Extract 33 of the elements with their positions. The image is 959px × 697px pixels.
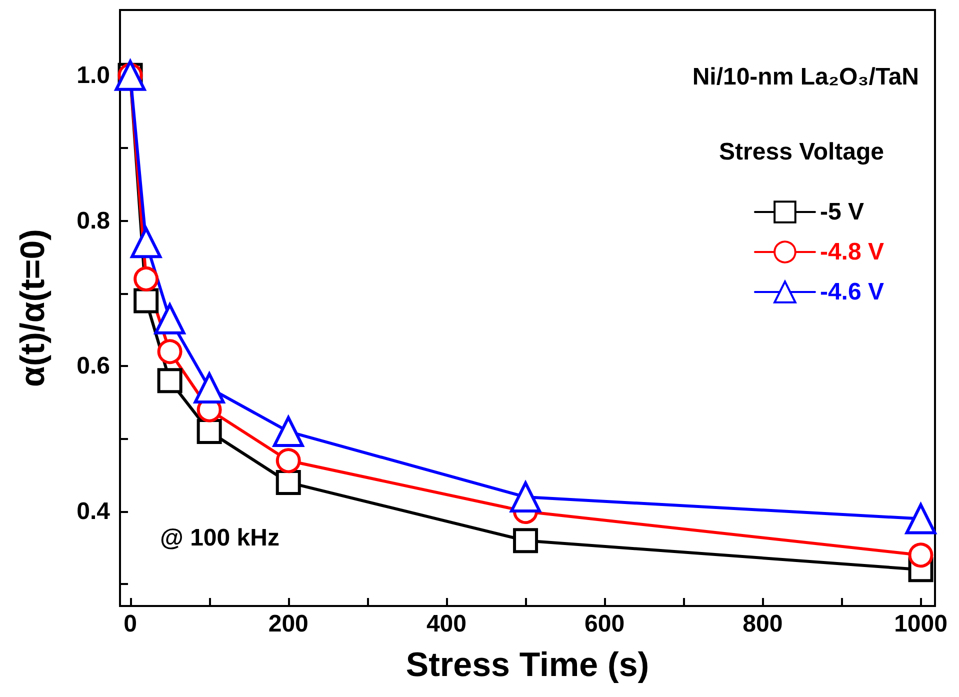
x-tick-label: 800 [742,610,783,638]
point [276,448,301,474]
point [134,288,159,314]
legend-label: -4.6 V [820,278,884,306]
legend-title: Stress Voltage [719,138,884,166]
x-tick-label: 0 [124,610,137,638]
y-axis-title: α(t)/α(t=0) [14,229,52,387]
point [196,419,222,444]
point [510,481,542,512]
point [130,227,162,258]
x-tick-label: 400 [426,610,466,638]
point [154,303,186,334]
y-tick-label: 0.6 [76,352,110,380]
x-tick-label: 600 [584,610,625,638]
point [272,416,304,448]
point [157,368,182,394]
legend-label: -5 V [820,198,864,226]
point [157,339,182,364]
point [194,372,225,404]
point [513,528,538,554]
x-tick-label: 200 [268,610,308,638]
legend-label: -4.8 V [820,238,884,266]
y-tick-label: 0.4 [76,498,111,526]
y-tick-label: 0.8 [76,207,110,234]
point [134,266,159,292]
point [276,470,301,495]
annotation: @ 100 kHz [160,524,280,552]
y-tick-label: 1.0 [76,62,110,89]
point [905,503,936,534]
annotation: Ni/10-nm La₂O₃/TaN [692,64,919,90]
x-tick-label: 1000 [894,610,948,638]
point [908,542,934,568]
x-axis-title: Stress Time (s) [406,646,650,684]
